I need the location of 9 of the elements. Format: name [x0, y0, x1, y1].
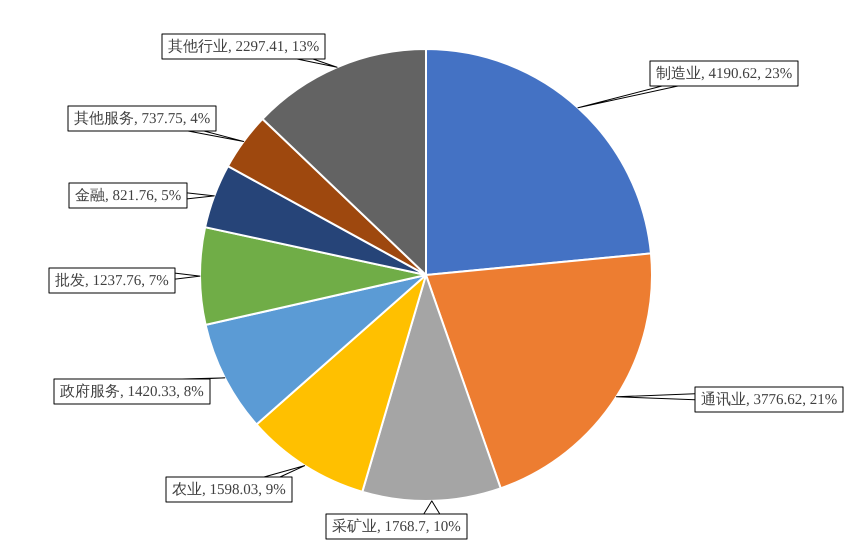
- slice-label: 金融, 821.76, 5%: [75, 186, 182, 204]
- slice-label: 政府服务, 1420.33, 8%: [60, 382, 204, 400]
- slice-label: 通讯业, 3776.62, 21%: [701, 390, 838, 408]
- slice-label: 采矿业, 1768.7, 10%: [332, 518, 461, 535]
- slice-label: 其他服务, 737.75, 4%: [74, 110, 210, 127]
- slice-label: 制造业, 4190.62, 23%: [656, 64, 792, 82]
- slice-label: 其他行业, 2297.41, 13%: [168, 38, 320, 55]
- slice-label: 农业, 1598.03, 9%: [172, 480, 286, 498]
- slice-label: 批发, 1237.76, 7%: [55, 272, 169, 289]
